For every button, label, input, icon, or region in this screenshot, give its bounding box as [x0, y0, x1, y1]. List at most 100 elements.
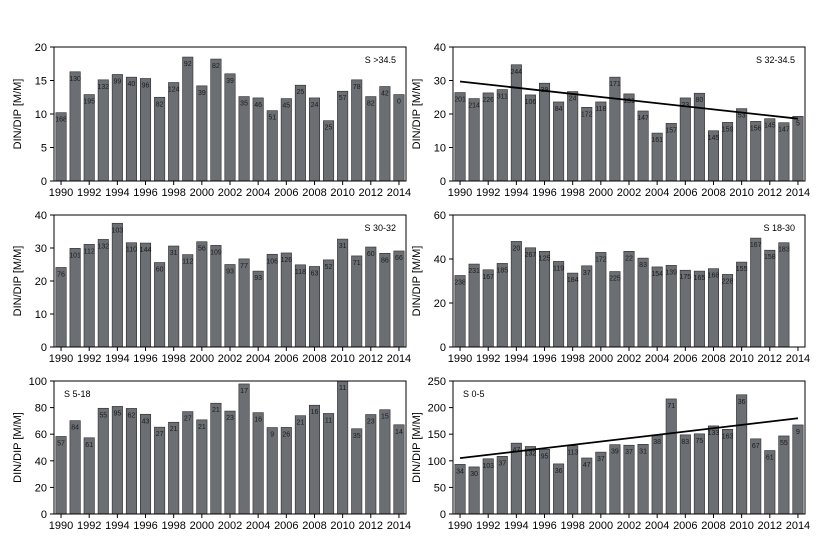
y-tick-label: 0: [41, 176, 47, 188]
x-tick-label: 2000: [589, 520, 613, 532]
x-tick-label: 1992: [476, 520, 500, 532]
bar-label: 103: [112, 227, 124, 234]
x-tick-label: 2002: [617, 520, 641, 532]
x-tick-label: 2014: [786, 187, 810, 199]
bar: [238, 383, 250, 515]
bar-label: 132: [525, 450, 537, 457]
x-tick-label: 1996: [532, 353, 556, 365]
bar-label: 92: [184, 61, 192, 68]
bar: [468, 263, 480, 348]
bar: [154, 426, 166, 515]
x-tick-label: 2002: [617, 353, 641, 365]
x-tick-label: 2012: [758, 187, 782, 199]
bar-label: 165: [694, 275, 706, 282]
bar: [778, 435, 790, 515]
bar-label: 167: [750, 242, 762, 249]
bar-label: 214: [468, 103, 480, 110]
y-tick-label: 40: [35, 456, 47, 468]
x-tick-label: 2006: [673, 353, 697, 365]
bar: [323, 413, 335, 515]
bar: [595, 252, 607, 348]
y-tick-label: 40: [434, 42, 446, 54]
y-tick-label: 0: [41, 342, 47, 354]
bar-label: 25: [325, 125, 333, 132]
bar-label: 31: [339, 243, 347, 250]
x-tick-label: 1992: [77, 187, 101, 199]
bar-label: 39: [198, 90, 206, 97]
bar: [294, 264, 306, 348]
bar-label: 171: [609, 81, 621, 88]
bar: [637, 257, 649, 348]
bar-label: 23: [226, 415, 234, 422]
bar: [308, 404, 320, 515]
x-tick-label: 2010: [330, 353, 354, 365]
bar-label: 66: [395, 255, 403, 262]
x-tick-label: 1994: [105, 520, 129, 532]
x-tick-label: 1996: [532, 520, 556, 532]
x-tick-label: 1998: [161, 353, 185, 365]
bar: [266, 427, 278, 515]
x-tick-label: 2014: [786, 520, 810, 532]
bar: [210, 245, 222, 348]
bar-label: 34: [456, 468, 464, 475]
bar: [224, 73, 236, 182]
x-tick-label: 1990: [448, 187, 472, 199]
bar-label: 86: [381, 257, 389, 264]
x-tick-label: 1990: [49, 187, 73, 199]
bar: [623, 251, 635, 348]
x-tick-label: 1994: [105, 353, 129, 365]
bar-label: 113: [567, 450, 578, 457]
bar-label: 93: [254, 275, 262, 282]
bar-label: 144: [140, 247, 152, 254]
bar-label: 133: [708, 430, 720, 437]
bar: [238, 96, 250, 182]
bar-label: 109: [210, 249, 222, 256]
bar: [83, 437, 95, 515]
x-tick-label: 2014: [786, 353, 810, 365]
bar-label: 5: [796, 120, 800, 127]
y-tick-label: 200: [428, 403, 446, 415]
x-tick-label: 1994: [504, 520, 528, 532]
y-axis-title: DIN/DIP [M/M]: [411, 246, 423, 317]
bar-label: 21: [170, 426, 178, 433]
bar-label: 83: [639, 262, 647, 269]
bar: [750, 438, 762, 515]
bar-label: 168: [708, 273, 720, 280]
bar-label: 106: [525, 99, 537, 106]
bar: [252, 97, 264, 182]
bar-label: 130: [69, 76, 81, 83]
bar: [351, 79, 363, 182]
bar-label: 36: [555, 468, 563, 475]
bar-label: 57: [339, 95, 347, 102]
y-tick-label: 20: [35, 276, 47, 288]
bar: [351, 428, 363, 515]
y-tick-label: 100: [428, 456, 446, 468]
y-tick-label: 15: [35, 76, 47, 88]
bar: [224, 410, 236, 515]
bar: [764, 249, 776, 348]
bar-label: 47: [583, 462, 591, 469]
bar-label: 195: [83, 99, 95, 106]
bar-label: 30: [470, 471, 478, 478]
bar-label: 20: [512, 245, 520, 252]
bar: [693, 433, 705, 515]
bar-label: 31: [639, 448, 647, 455]
bar: [581, 265, 593, 348]
x-tick-label: 2008: [302, 353, 326, 365]
bar-label: 172: [581, 111, 593, 118]
bar-label: 159: [722, 126, 734, 133]
bar-label: 71: [353, 260, 361, 267]
bar-label: 131: [623, 98, 635, 105]
bar-label: 184: [567, 277, 579, 284]
x-tick-label: 2014: [387, 353, 411, 365]
chart-panel-4: 2382311671852026712511918437172225228315…: [411, 210, 810, 365]
y-axis-title: DIN/DIP [M/M]: [12, 412, 24, 483]
bar-label: 60: [367, 251, 375, 258]
bar: [524, 94, 536, 182]
x-tick-label: 1998: [161, 520, 185, 532]
bar: [140, 242, 152, 348]
bar-label: 163: [722, 433, 734, 440]
bar: [496, 89, 508, 182]
y-tick-label: 30: [35, 243, 47, 255]
